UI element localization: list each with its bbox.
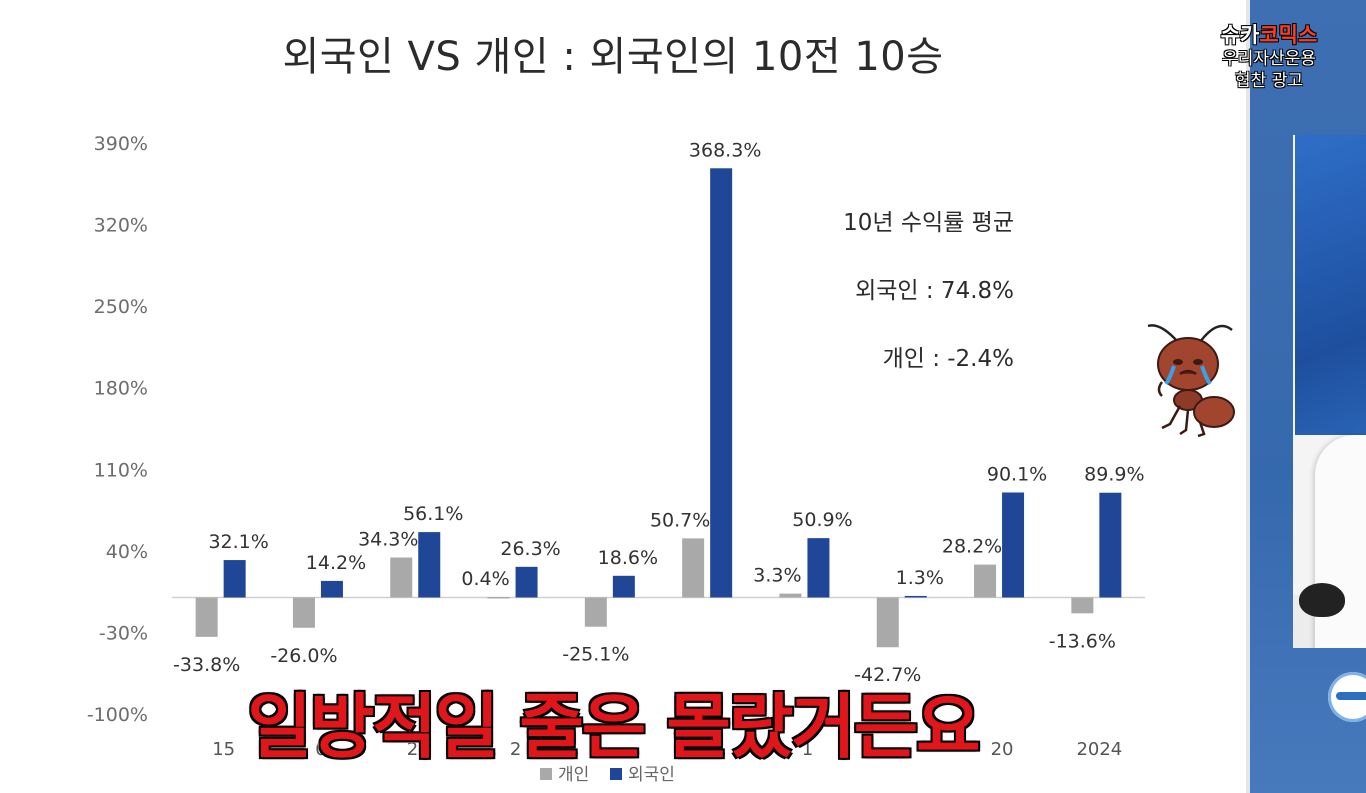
foreign-bar [418,532,441,598]
y-tick-label: 320% [94,215,148,237]
foreign-bar [612,575,635,598]
x-tick-label: 0 [315,739,326,760]
foreign-data-label: 50.9% [792,509,852,531]
foreign-bar [1002,492,1025,598]
individual-bar [876,597,899,648]
y-tick-label: 250% [94,296,148,318]
foreign-bar [223,560,246,598]
summary-heading: 10년 수익률 평균 [843,210,1014,236]
legend: 개인 외국인 [540,765,675,785]
foreign-data-label: 89.9% [1084,464,1144,486]
show-logo: 슈카코믹스 [1204,22,1334,48]
x-axis: 15 0 20 2 1 20 2024 [212,739,1122,760]
individual-bar [487,597,510,599]
foreign-data-label: 32.1% [208,531,268,553]
individual-data-label: -26.0% [270,645,337,667]
x-tick-label: 15 [212,739,235,760]
sponsor-name: 우리자산운용 [1222,49,1316,69]
foreign-bar [320,580,343,598]
individual-bar [682,538,705,598]
background-screen [1295,135,1366,435]
foreign-bar [904,595,927,598]
individual-bar [390,557,413,598]
legend-swatch [610,768,622,780]
individual-bar [292,597,315,628]
legend-swatch [540,768,552,780]
individual-bar [195,597,218,637]
channel-logo-icon [1328,672,1366,722]
individual-data-label: 0.4% [461,568,509,590]
foreign-bar [710,168,733,598]
foreign-data-label: 90.1% [987,463,1047,485]
individual-data-label: 50.7% [650,509,710,531]
individual-data-label: 34.3% [358,528,418,550]
x-tick-label: 20 [991,739,1014,760]
y-tick-label: 180% [94,378,148,400]
show-logo-left: 슈카 [1220,23,1260,47]
caption-subtitle: 일방적일 줄은 몰랐거든요 [245,686,983,768]
foreign-data-label: 18.6% [598,547,658,569]
individual-bar [1071,597,1094,614]
host-camera-view [1293,135,1366,648]
chart-title: 외국인 VS 개인 : 외국인의 10전 10승 [282,34,944,80]
y-tick-label: 40% [106,541,148,563]
side-panel [1250,0,1366,793]
crying-ant-icon [1147,324,1235,437]
y-tick-label: 390% [94,133,148,155]
summary-foreign: 외국인 : 74.8% [855,278,1014,304]
individual-data-label: -13.6% [1049,630,1116,652]
x-tick-label: 2024 [1076,739,1122,760]
foreign-data-label: 26.3% [500,538,560,560]
legend-label: 외국인 [628,765,675,785]
foreign-bar [1099,492,1122,598]
foreign-bar [807,538,830,598]
y-tick-label: -30% [99,622,148,644]
bar-chart: 390% 320% 250% 180% 110% 40% -30% -100% -33.8% 3… [87,133,1145,785]
individual-bar [779,593,802,598]
show-logo-right: 코믹스 [1259,23,1318,47]
foreign-bar [515,566,538,598]
individual-data-label: 28.2% [942,536,1002,558]
mouse-icon [1299,583,1345,617]
individual-bar [974,564,997,598]
chart-slide: 외국인 VS 개인 : 외국인의 10전 10승 390% 320% 250% 180… [86,34,1235,785]
data-label-group: -33.8% 32.1% -26.0% 14.2%34.3% 56.1% 0.4% 26.3… [173,139,1144,686]
individual-data-label: -25.1% [562,644,629,666]
individual-data-label: -42.7% [854,664,921,686]
foreign-data-label: 368.3% [689,139,761,161]
legend-label: 개인 [558,765,589,785]
summary-individual: 개인 : -2.4% [882,346,1014,372]
individual-bar [584,597,607,627]
y-tick-label: -100% [87,704,148,726]
bar-group [195,168,1122,648]
individual-data-label: 3.3% [753,565,801,587]
foreign-data-label: 1.3% [896,567,944,589]
foreign-data-label: 56.1% [403,503,463,525]
foreign-data-label: 14.2% [306,552,366,574]
x-tick-label: 1 [802,739,813,760]
x-tick-label: 20 [407,739,430,760]
average-return-summary: 10년 수익률 평균 외국인 : 74.8% 개인 : -2.4% [843,203,1014,407]
ad-notice: 협찬 광고 [1235,71,1303,91]
x-tick-label: 2 [510,739,521,760]
y-tick-label: 110% [94,459,148,481]
individual-data-label: -33.8% [173,654,240,676]
panel-divider [1246,0,1250,793]
sponsor-badge: 슈카코믹스 우리자산운용 협찬 광고 [1204,22,1334,92]
